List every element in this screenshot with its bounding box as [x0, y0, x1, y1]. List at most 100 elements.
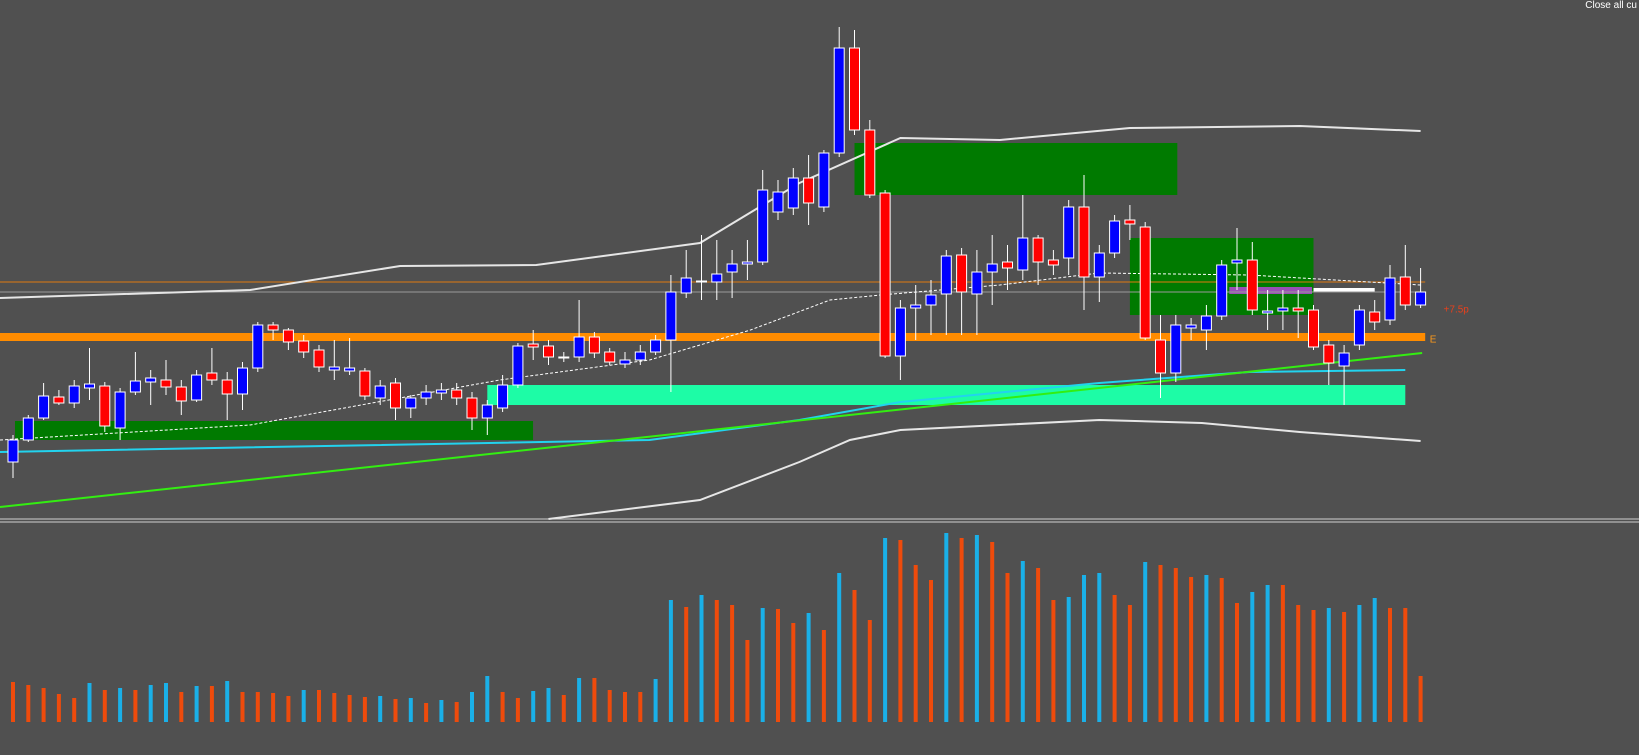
volume-bar	[102, 690, 107, 722]
volume-bar	[867, 620, 872, 722]
volume-bar	[1403, 608, 1408, 722]
candle-body	[1017, 237, 1029, 271]
zone	[14, 421, 534, 440]
candle-body	[1384, 277, 1396, 321]
candle-body	[1155, 339, 1166, 374]
zone	[1313, 288, 1375, 292]
candle-body	[420, 391, 432, 399]
indicator-line	[0, 352, 1423, 508]
candle-body	[849, 47, 860, 131]
volume-bar	[332, 693, 337, 722]
volume-bar	[913, 565, 918, 722]
volume-bar	[11, 682, 15, 722]
candle-body	[833, 47, 845, 154]
volume-bar	[454, 702, 459, 722]
volume-bar	[668, 600, 673, 722]
volume-bar	[1020, 561, 1025, 722]
volume-bar	[1173, 568, 1178, 722]
volume-bar	[271, 693, 276, 722]
candle-body	[145, 377, 157, 383]
candle-body	[99, 385, 111, 427]
candle-body	[986, 263, 998, 273]
volume-bar	[26, 685, 31, 722]
volume-bar	[546, 688, 551, 722]
volume-bar	[638, 692, 643, 722]
volume-bar	[164, 683, 168, 722]
volume-bar	[745, 640, 750, 722]
volume-bar	[1143, 562, 1148, 722]
candle-body	[1139, 226, 1151, 339]
volume-bar	[225, 681, 230, 722]
candle-body	[191, 374, 203, 401]
candle-body	[114, 391, 126, 429]
candle-body	[160, 379, 172, 388]
volume-bar	[133, 690, 138, 722]
volume-bar	[1097, 573, 1102, 722]
candle-body	[313, 349, 325, 368]
volume-bar	[148, 685, 153, 722]
candle-body	[206, 372, 218, 381]
volume-bar	[730, 605, 735, 722]
volume-bar	[500, 692, 505, 722]
candle-body	[726, 263, 738, 273]
volume-bar	[1219, 578, 1224, 722]
volume-bar	[1357, 605, 1362, 722]
candle-body	[1323, 344, 1335, 364]
candle-body	[1415, 291, 1427, 306]
candle-body	[512, 345, 524, 386]
volume-bar	[1082, 575, 1086, 722]
volume-bar	[852, 590, 857, 722]
candle-body	[1338, 352, 1350, 367]
candle-body	[741, 261, 753, 265]
candle-body	[1246, 259, 1258, 311]
volume-bar	[1265, 585, 1270, 722]
candle-body	[1002, 261, 1013, 269]
candle-body	[267, 324, 279, 331]
candle-body	[543, 345, 554, 358]
candle-body	[680, 277, 692, 294]
volume-bar	[240, 692, 245, 722]
volume-bar	[209, 686, 214, 722]
volume-bar	[699, 595, 704, 722]
candle-body	[1353, 309, 1365, 346]
candle-body	[481, 404, 493, 419]
volume-bar	[714, 600, 719, 722]
candle-body	[1063, 206, 1075, 259]
volume-bar	[531, 691, 536, 722]
candle-body	[1292, 307, 1304, 312]
volume-bar	[439, 700, 444, 722]
candle-body	[1047, 259, 1059, 266]
candle-body	[971, 271, 983, 295]
candle-body	[38, 395, 50, 419]
volume-bar	[1005, 573, 1010, 722]
volume-bar	[1311, 610, 1316, 722]
volume-bar	[378, 696, 383, 722]
zone	[1229, 287, 1312, 294]
candle-body	[84, 383, 95, 389]
volume-bar	[1036, 568, 1041, 722]
volume-bar	[179, 692, 184, 722]
candle-body	[1109, 220, 1121, 254]
candle-body	[282, 329, 294, 343]
volume-bar	[1112, 595, 1117, 722]
volume-bar	[776, 609, 780, 722]
volume-bar	[301, 690, 306, 722]
candle-body	[129, 380, 141, 393]
close-all-button[interactable]: Close all cu	[1583, 0, 1639, 11]
volume-bar	[362, 697, 367, 722]
volume-bar	[470, 692, 474, 722]
candle-body	[175, 386, 187, 402]
volume-bar	[944, 533, 949, 722]
candle-body	[451, 389, 463, 399]
volume-bar	[255, 692, 260, 722]
volume-bar	[1418, 676, 1423, 722]
candle-body	[328, 366, 340, 371]
candle-body	[1277, 307, 1289, 312]
volume-bar	[760, 608, 765, 722]
candle-body	[665, 291, 677, 341]
volume-bar	[1204, 575, 1209, 722]
zone	[854, 143, 1178, 195]
candle-body	[53, 396, 65, 404]
candle-body	[374, 385, 386, 399]
